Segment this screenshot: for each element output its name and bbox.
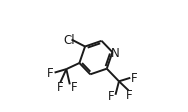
- Text: F: F: [126, 88, 133, 101]
- Text: F: F: [47, 66, 54, 79]
- Text: N: N: [111, 47, 119, 60]
- Text: F: F: [56, 80, 63, 93]
- Text: F: F: [131, 71, 137, 84]
- Text: F: F: [108, 89, 115, 102]
- Text: Cl: Cl: [63, 33, 75, 46]
- Text: F: F: [70, 80, 77, 93]
